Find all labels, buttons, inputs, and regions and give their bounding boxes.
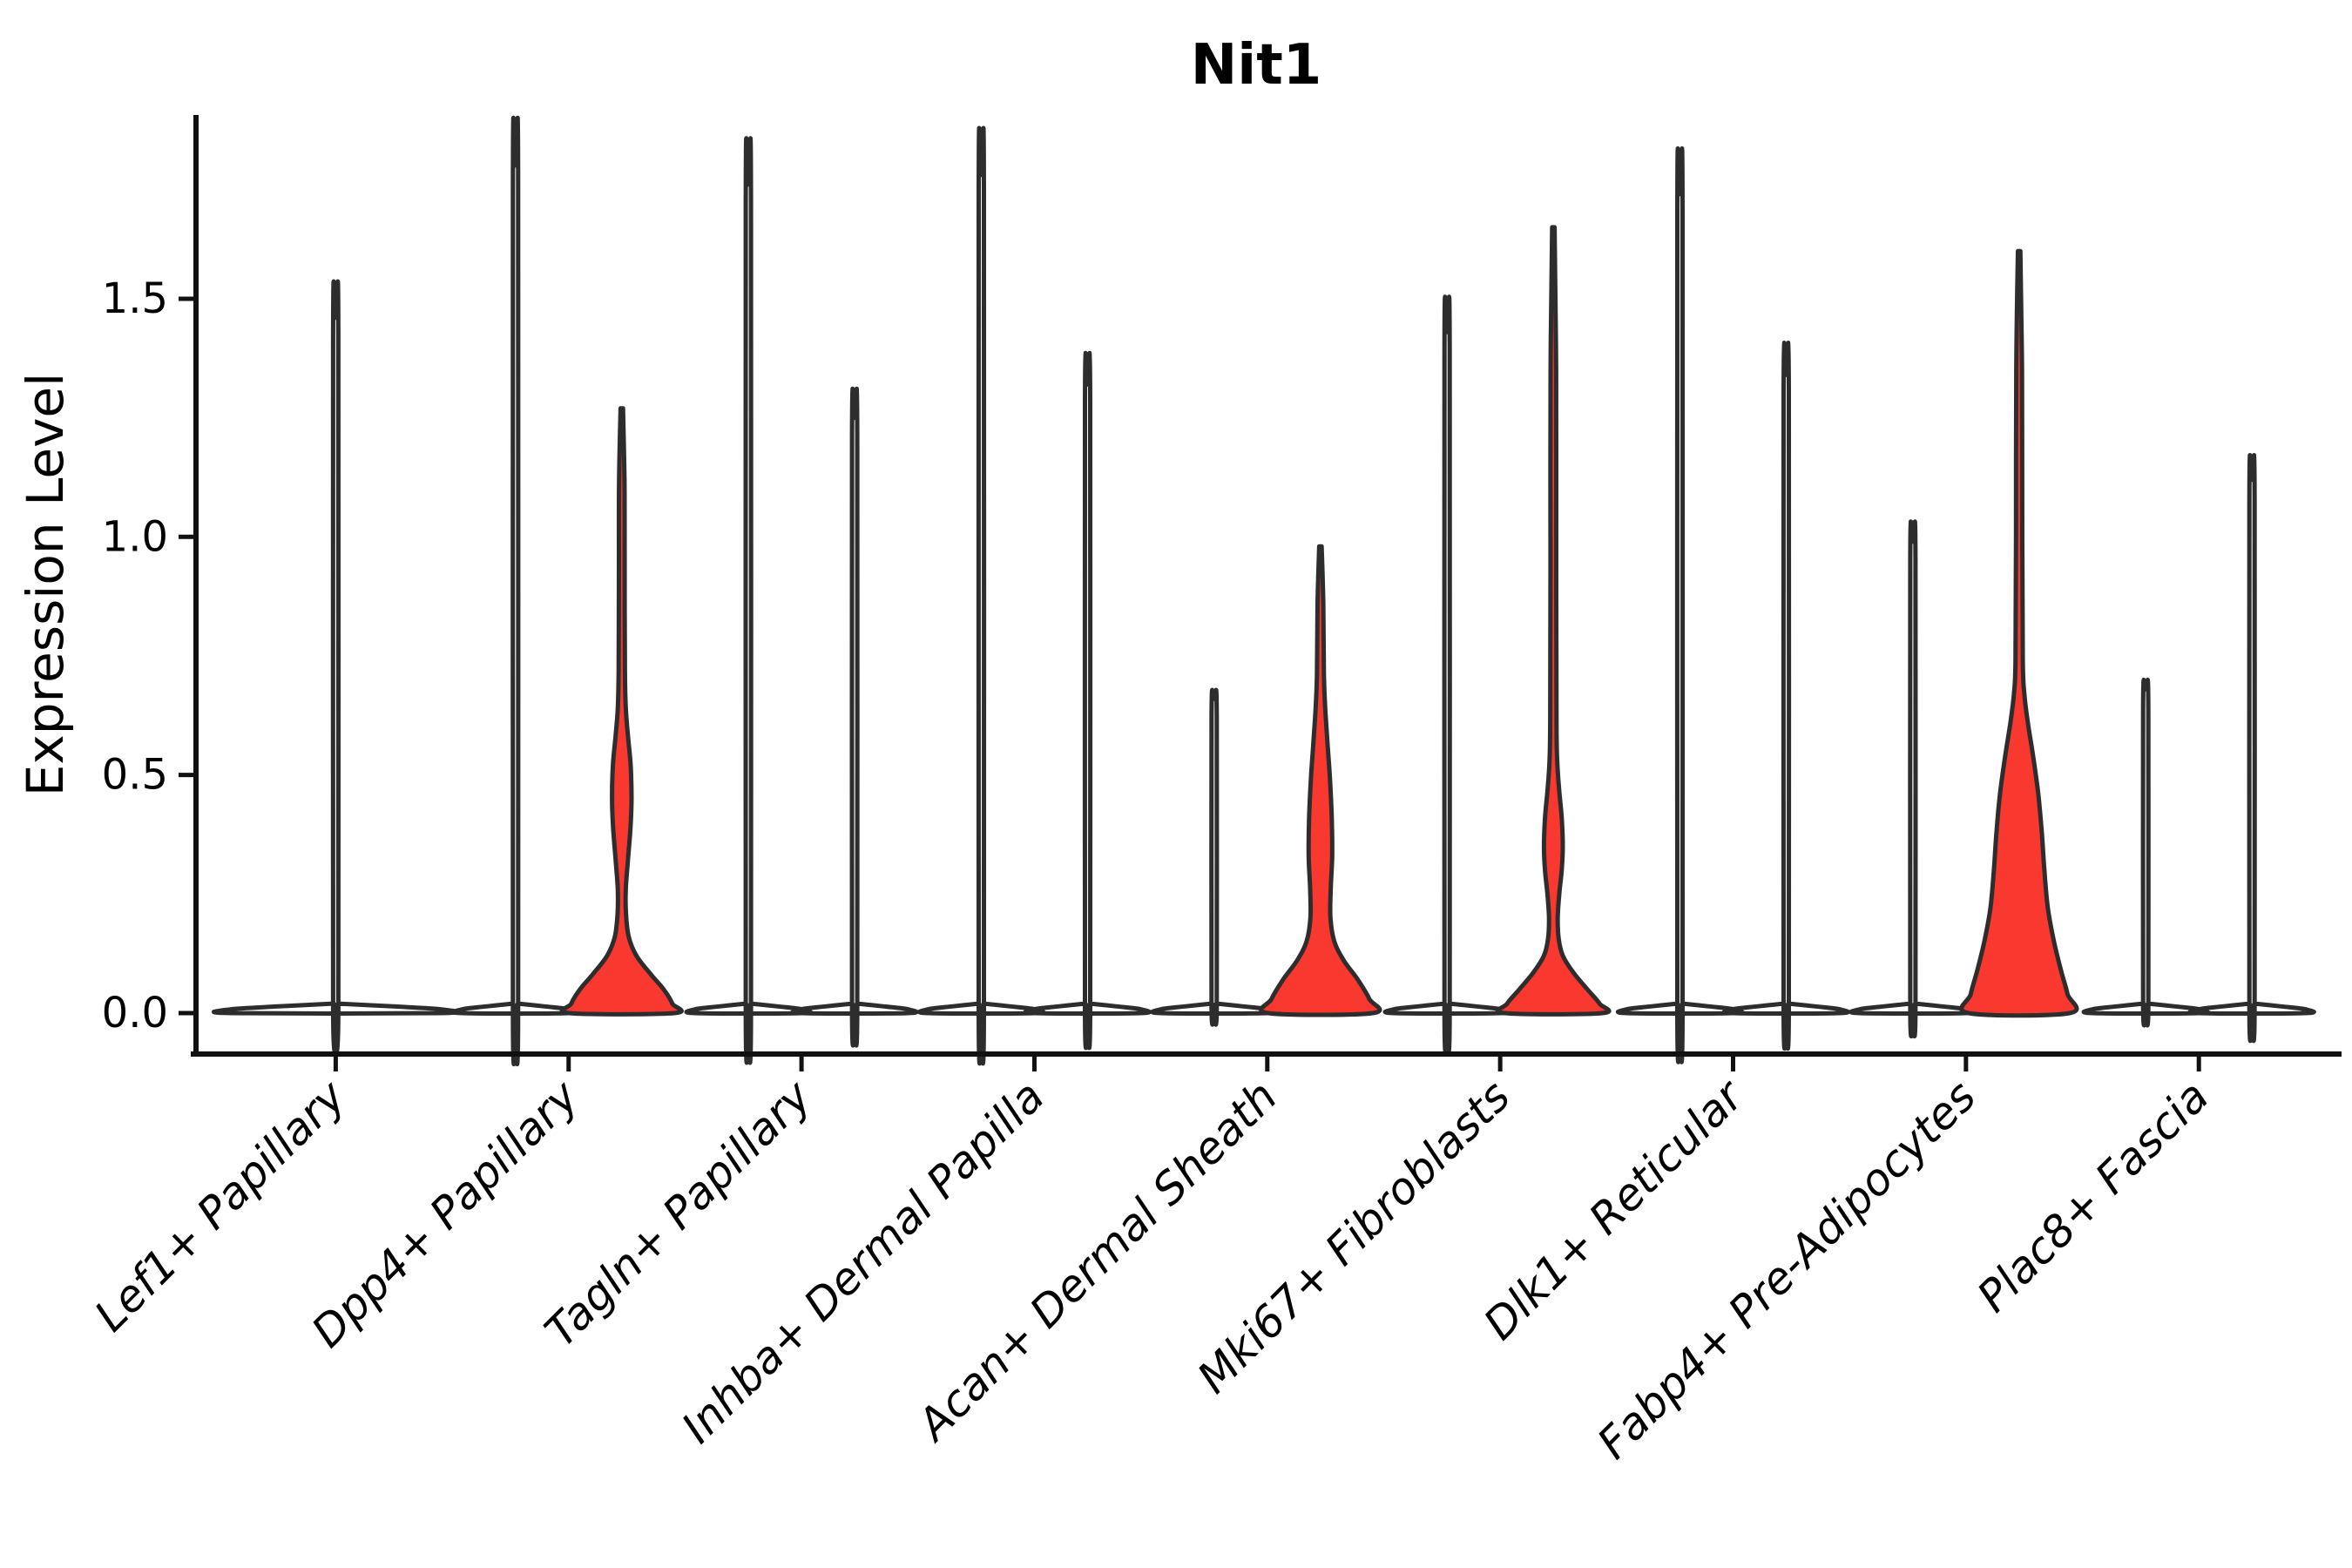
violin-density bbox=[1259, 544, 1382, 1017]
violin-spike bbox=[1721, 340, 1851, 1051]
violin-spike bbox=[212, 279, 460, 1055]
x-tick-label: Plac8+ Fascia bbox=[1968, 1071, 2219, 1321]
violin-spike bbox=[1615, 146, 1745, 1064]
violin-spike bbox=[916, 125, 1046, 1066]
y-tick-label: 1.0 bbox=[102, 512, 168, 561]
y-tick-label: 0.0 bbox=[102, 989, 168, 1037]
violin-spike bbox=[451, 116, 580, 1067]
violin-spike bbox=[1382, 294, 1511, 1054]
plot-title: Nit1 bbox=[1191, 33, 1322, 98]
y-axis-label: Expression Level bbox=[16, 373, 75, 796]
y-tick-label: 1.5 bbox=[102, 274, 168, 323]
violin-spike bbox=[1848, 519, 1977, 1038]
violin-spike bbox=[790, 386, 919, 1048]
y-tick-label: 0.5 bbox=[102, 751, 168, 800]
violin-density bbox=[1495, 225, 1612, 1017]
violin-spike bbox=[1150, 687, 1279, 1027]
violin-spike bbox=[2081, 678, 2210, 1028]
violin-spike bbox=[684, 136, 813, 1065]
violins-layer bbox=[212, 116, 2316, 1067]
x-tick-label: Fabp4+ Pre-Adipocytes bbox=[1588, 1071, 1986, 1469]
violin-spike bbox=[1023, 350, 1152, 1051]
violin-density bbox=[559, 406, 684, 1017]
violin-density bbox=[1959, 248, 2079, 1018]
violin-spike bbox=[2187, 453, 2316, 1044]
x-tick-label: Lef1+ Papillary bbox=[85, 1070, 356, 1341]
